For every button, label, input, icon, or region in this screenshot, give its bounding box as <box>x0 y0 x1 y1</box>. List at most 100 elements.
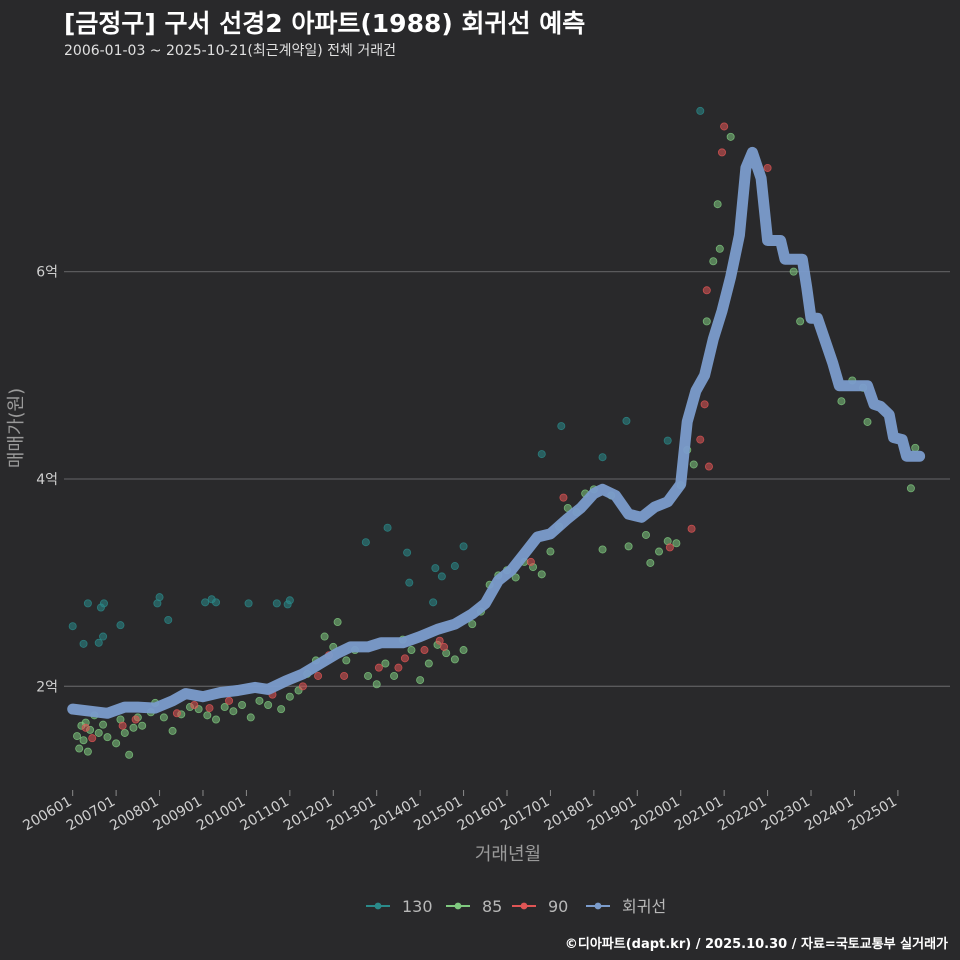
data-point-130 <box>537 450 546 459</box>
x-tick-label: 201401 <box>368 794 422 835</box>
data-point-85 <box>459 646 468 655</box>
legend: 130 85 90 회귀선 <box>366 897 666 916</box>
legend-label-2: 90 <box>548 897 568 916</box>
x-tick-label: 202101 <box>672 794 726 835</box>
data-point-85 <box>796 317 805 326</box>
x-tick-label: 201801 <box>542 794 596 835</box>
data-point-130 <box>429 598 438 607</box>
data-point-85 <box>911 443 920 452</box>
data-point-85 <box>333 618 342 627</box>
data-point-85 <box>655 547 664 556</box>
x-tick-label: 200701 <box>64 794 118 835</box>
x-tick-label: 201601 <box>455 794 509 835</box>
data-point-130 <box>403 548 412 557</box>
data-point-90 <box>190 700 199 709</box>
x-tick-label: 201201 <box>281 794 335 835</box>
x-tick-label: 200901 <box>151 794 205 835</box>
x-axis-ticks: 2006012007012008012009012010012011012012… <box>20 790 900 835</box>
legend-label-1: 85 <box>482 897 502 916</box>
data-point-85 <box>255 696 264 705</box>
data-point-85 <box>364 671 373 680</box>
y-tick-label: 4억 <box>36 472 58 488</box>
data-point-130 <box>459 542 468 551</box>
data-point-130 <box>116 621 125 630</box>
data-point-85 <box>713 200 722 209</box>
data-point-90 <box>687 524 696 533</box>
data-point-85 <box>372 680 381 689</box>
data-point-85 <box>246 713 255 722</box>
legend-marker-1 <box>454 902 462 910</box>
data-point-130 <box>598 453 607 462</box>
data-point-85 <box>390 671 399 680</box>
data-point-90 <box>526 557 535 566</box>
legend-marker-0 <box>374 902 382 910</box>
data-point-130 <box>285 596 294 605</box>
data-point-85 <box>203 711 212 720</box>
data-point-90 <box>702 286 711 295</box>
credit-text: ©디아파트(dapt.kr) / 2025.10.30 / 자료=국토교통부 실… <box>564 937 948 952</box>
data-point-90 <box>559 493 568 502</box>
x-tick-label: 200601 <box>20 794 74 835</box>
data-point-130 <box>155 593 164 602</box>
data-point-85 <box>99 720 108 729</box>
data-point-85 <box>726 132 735 141</box>
x-tick-label: 201101 <box>238 794 292 835</box>
data-point-85 <box>624 542 633 551</box>
data-point-90 <box>88 734 97 743</box>
data-point-85 <box>837 397 846 406</box>
data-point-130 <box>431 564 440 573</box>
data-point-130 <box>201 598 210 607</box>
data-point-130 <box>79 639 88 648</box>
data-point-90 <box>704 462 713 471</box>
data-point-85 <box>468 620 477 629</box>
data-point-90 <box>394 663 403 672</box>
data-point-130 <box>437 572 446 581</box>
data-point-85 <box>138 721 147 730</box>
data-point-130 <box>663 436 672 445</box>
data-point-130 <box>405 578 414 587</box>
data-point-85 <box>277 705 286 714</box>
data-point-130 <box>361 538 370 547</box>
x-tick-label: 201301 <box>324 794 378 835</box>
data-point-85 <box>381 659 390 668</box>
data-point-85 <box>702 317 711 326</box>
data-point-85 <box>212 715 221 724</box>
regression-line <box>67 146 926 719</box>
data-point-90 <box>81 723 90 732</box>
data-point-85 <box>407 646 416 655</box>
chart-subtitle: 2006-01-03 ~ 2025-10-21(최근계약일) 전체 거래건 <box>64 43 396 59</box>
data-point-90 <box>420 646 429 655</box>
data-point-85 <box>537 570 546 579</box>
y-axis-ticks: 2억 4억 6억 <box>36 265 58 696</box>
data-point-85 <box>689 460 698 469</box>
data-point-85 <box>83 747 92 756</box>
data-point-85 <box>94 728 103 737</box>
legend-marker-2 <box>520 902 528 910</box>
data-point-85 <box>320 632 329 641</box>
scatter-points <box>68 106 920 759</box>
x-tick-label: 202201 <box>715 794 769 835</box>
data-point-85 <box>672 539 681 548</box>
data-point-130 <box>164 615 173 624</box>
data-point-85 <box>598 545 607 554</box>
data-point-130 <box>83 599 92 608</box>
data-point-85 <box>125 750 134 759</box>
chart-title: [금정구] 구서 선경2 아파트(1988) 회귀선 예측 <box>64 9 586 38</box>
data-point-90 <box>131 715 140 724</box>
data-point-130 <box>557 422 566 431</box>
data-point-85 <box>906 484 915 493</box>
data-point-85 <box>120 728 129 737</box>
data-point-85 <box>416 676 425 685</box>
data-point-85 <box>238 700 247 709</box>
x-tick-label: 202501 <box>846 794 900 835</box>
x-axis-label: 거래년월 <box>475 844 541 865</box>
data-point-90 <box>720 122 729 131</box>
data-point-90 <box>717 148 726 157</box>
data-point-85 <box>73 732 82 741</box>
legend-label-0: 130 <box>402 897 433 916</box>
data-point-85 <box>79 736 88 745</box>
x-tick-label: 201501 <box>411 794 465 835</box>
x-tick-label: 202301 <box>759 794 813 835</box>
data-point-90 <box>205 704 214 713</box>
